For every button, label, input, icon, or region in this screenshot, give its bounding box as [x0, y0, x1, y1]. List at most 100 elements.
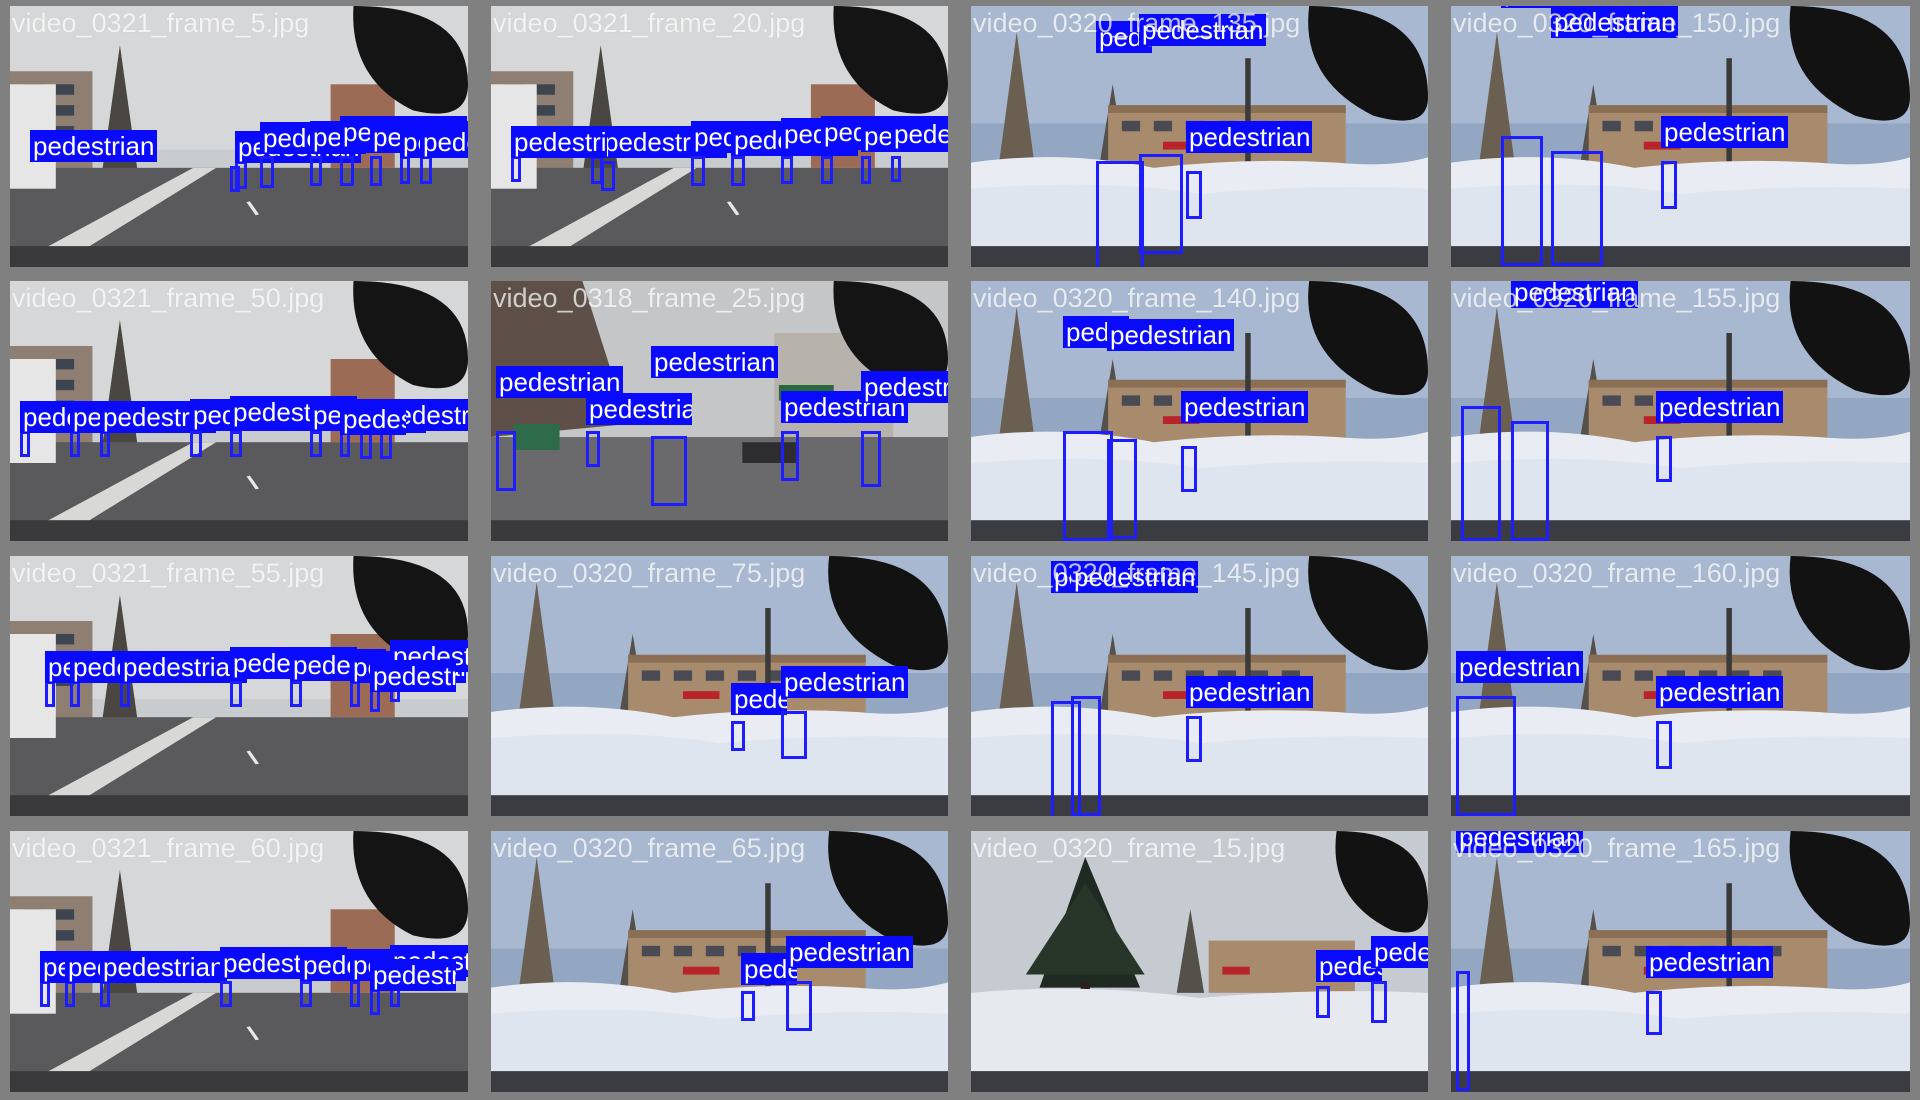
image-tile: pedestrianpedestrianpedestrianvideo_0320… — [971, 281, 1428, 541]
detection-box — [1511, 421, 1549, 541]
detection-label: pedestrian — [586, 393, 692, 425]
detection-label: pedestrian — [496, 366, 624, 398]
detection-box — [1139, 154, 1183, 254]
detection-box — [781, 431, 799, 481]
detection-box — [1501, 136, 1543, 266]
detection-box — [496, 431, 516, 491]
image-tile: pedestrian pedestrian video_0320_frame_165… — [1451, 831, 1910, 1092]
detection-box — [601, 161, 615, 191]
detection-box — [1461, 406, 1501, 541]
detection-box — [1551, 151, 1603, 266]
detection-box — [1646, 991, 1662, 1035]
detection-label: pedestrian — [1656, 676, 1784, 708]
detection-box — [1186, 716, 1202, 762]
detection-box — [260, 156, 274, 188]
detection-label: pedestrian — [1646, 946, 1774, 978]
detection-box — [310, 156, 322, 186]
detection-box — [1656, 436, 1672, 482]
image-tile: pedestrianpedestrianvideo_0320_frame_75.… — [491, 556, 948, 816]
detection-box — [731, 721, 745, 751]
detection-box — [20, 431, 30, 457]
detection-box — [360, 431, 372, 459]
detection-box — [1456, 971, 1470, 1091]
detection-box — [651, 436, 687, 506]
detection-label: pedestrian — [511, 126, 607, 158]
detection-box — [861, 431, 881, 487]
detection-box — [1656, 721, 1672, 769]
detection-label: pedestrian — [1186, 676, 1314, 708]
detection-box — [1051, 701, 1081, 816]
detection-box — [340, 156, 354, 186]
frame-photo — [491, 281, 948, 541]
detection-label: pedestrian — [1661, 116, 1789, 148]
frame-photo — [491, 831, 948, 1092]
image-tile: pedestrianpedestrianpedestrianpedestrian… — [10, 556, 468, 816]
detection-label: pedestrian — [651, 346, 779, 378]
detection-box — [821, 156, 833, 184]
image-tile: pedestrian pedestrian video_0320_frame_160… — [1451, 556, 1910, 816]
detection-box — [370, 989, 380, 1015]
detection-box — [190, 431, 202, 457]
detection-box — [781, 156, 793, 184]
image-tile: pedestrianpedestrianpedestrianpedestrian… — [10, 831, 468, 1092]
detection-box — [511, 156, 521, 182]
detection-label: pedestrian — [786, 936, 914, 968]
detection-box — [220, 981, 232, 1007]
detection-label: pedestrian — [420, 126, 468, 158]
detection-box — [1186, 171, 1202, 219]
detection-label: pedestrian — [120, 651, 248, 683]
detection-box — [350, 981, 360, 1007]
detection-box — [420, 156, 432, 184]
image-tile: pedestrianpedestrianpedestrianvideo_0320… — [971, 556, 1428, 816]
detection-box — [300, 981, 312, 1007]
detection-box — [1107, 439, 1137, 539]
detection-box — [741, 991, 755, 1021]
detection-label: pedestrian — [1371, 936, 1428, 968]
image-tile: pedestrianpedestrianpedestrianvideo_0320… — [1451, 6, 1910, 267]
detection-label: pedestrian — [100, 951, 228, 983]
detection-box — [380, 431, 392, 459]
detection-label: pedestrian — [1456, 831, 1584, 853]
detection-label: pedestrian — [370, 660, 456, 692]
detection-label: pedestrian — [1456, 651, 1584, 683]
detection-box — [100, 431, 110, 457]
detection-box — [1661, 161, 1677, 209]
detection-label: pedestrian — [1139, 14, 1267, 46]
detection-label: pedestrian — [731, 683, 787, 715]
detection-box — [370, 156, 382, 186]
image-tile: pedestrianpedestrianpedestrianvideo_0320… — [971, 831, 1428, 1092]
detection-box — [230, 166, 240, 192]
detection-label: pedestrian — [1656, 391, 1784, 423]
detection-label: pedestrian — [1107, 319, 1235, 351]
frame-photo — [971, 831, 1428, 1092]
detection-box — [586, 431, 600, 467]
image-tile: pedestrianpedestrianvideo_0320_frame_65.… — [491, 831, 948, 1092]
detection-label: pedestrian — [1551, 6, 1679, 38]
image-tile: pedestrianpedestrianpedestrianpedestrian… — [10, 281, 468, 541]
detection-label: pedestrian — [1181, 391, 1309, 423]
detection-box — [65, 981, 75, 1007]
detection-label: pedestrian — [30, 130, 158, 162]
detection-box — [310, 431, 322, 457]
detection-box — [1181, 446, 1197, 492]
detection-box — [45, 681, 55, 707]
detection-box — [1371, 981, 1387, 1023]
detection-box — [100, 981, 110, 1007]
detection-box — [691, 156, 705, 186]
detection-box — [781, 711, 807, 759]
image-tile: pedestrianpedestrianpedestrianpedestrian… — [491, 281, 948, 541]
detection-label: pedestrian — [1501, 6, 1567, 8]
detection-box — [350, 681, 360, 707]
detection-label: pedestrian — [1186, 121, 1312, 153]
detection-box — [731, 156, 745, 186]
detection-box — [70, 431, 80, 457]
detection-box — [1456, 696, 1516, 816]
detection-box — [70, 681, 80, 707]
detection-box — [891, 156, 901, 182]
detection-box — [1063, 431, 1113, 541]
detection-box — [230, 681, 242, 707]
image-tile: pedestrianpedestrianpedestrianpedestrian… — [491, 6, 948, 267]
image-tile: pedestrianpedestrianpedestrianvideo_0320… — [971, 6, 1428, 267]
detection-label: pedestrian — [781, 666, 909, 698]
